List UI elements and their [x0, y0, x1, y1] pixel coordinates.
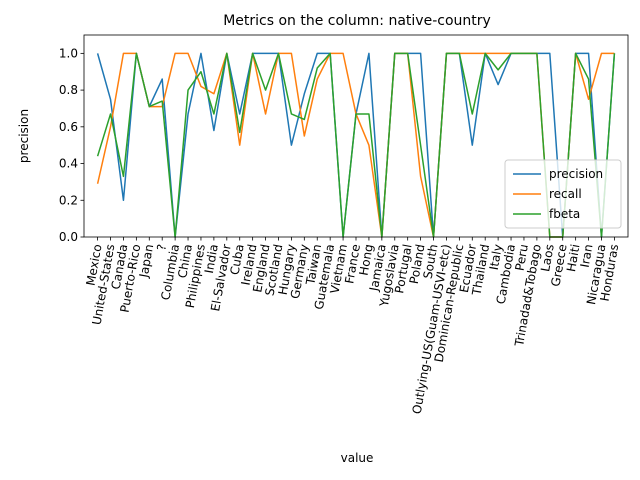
x-tick-label: Laos — [538, 243, 557, 273]
y-axis-label: precision — [17, 109, 31, 163]
x-tick-label: Poland — [407, 243, 428, 285]
legend-label-precision: precision — [549, 167, 603, 181]
y-axis: 0.0 0.2 0.4 0.6 0.8 1.0 — [59, 46, 84, 244]
x-tick-label: Hong — [357, 243, 376, 277]
x-tick-label: Cuba — [228, 243, 247, 276]
x-axis: MexicoUnited-StatesCanadaPuerto-RicoJapa… — [83, 237, 621, 415]
x-tick-label: South — [421, 243, 441, 280]
series-line-fbeta — [96, 52, 616, 238]
x-tick-label: Italy — [487, 243, 505, 271]
x-tick-label: ? — [154, 243, 169, 252]
x-tick-label: France — [342, 243, 363, 285]
x-tick-label: Peru — [512, 243, 530, 272]
legend-box — [504, 159, 622, 229]
x-tick-label: China — [175, 243, 195, 279]
x-axis-label: value — [341, 451, 374, 465]
x-tick-label: Iran — [578, 243, 596, 269]
y-tick-label: 0.2 — [59, 193, 78, 207]
x-tick-label: India — [202, 243, 221, 274]
y-tick-label: 0.4 — [59, 157, 78, 171]
legend-label-recall: recall — [549, 187, 582, 201]
plot-lines — [96, 52, 616, 238]
y-tick-label: 0.6 — [59, 120, 78, 134]
legend-label-fbeta: fbeta — [549, 207, 580, 221]
x-tick-label: Japan — [136, 243, 156, 279]
y-tick-label: 0.0 — [59, 230, 78, 244]
x-tick-label: Haiti — [564, 243, 583, 273]
chart-title: Metrics on the column: native-country — [223, 13, 491, 29]
legend: precision recall fbeta — [504, 159, 622, 229]
y-tick-label: 1.0 — [59, 46, 78, 60]
y-tick-label: 0.8 — [59, 83, 78, 97]
